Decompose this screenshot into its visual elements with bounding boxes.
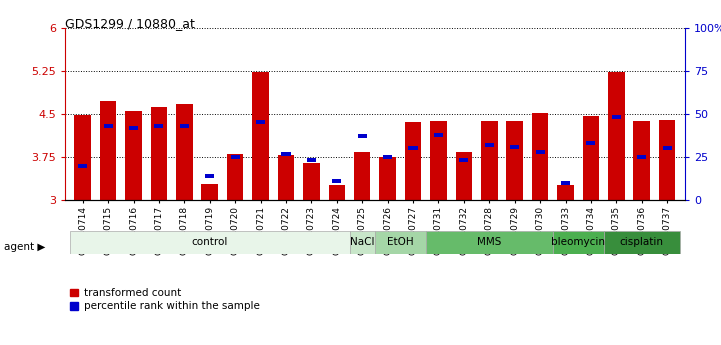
Bar <box>603 231 680 254</box>
Bar <box>409 146 417 150</box>
Bar <box>281 151 291 156</box>
Bar <box>201 184 218 200</box>
Text: cisplatin: cisplatin <box>620 237 664 247</box>
Bar <box>332 179 341 183</box>
Bar <box>154 124 164 128</box>
Text: GDS1299 / 10880_at: GDS1299 / 10880_at <box>65 17 195 30</box>
Bar <box>205 174 214 178</box>
Bar <box>659 120 676 200</box>
Bar <box>379 157 396 200</box>
Bar <box>350 231 375 254</box>
Bar <box>329 185 345 200</box>
Bar <box>634 121 650 200</box>
Bar <box>637 155 646 159</box>
Bar <box>74 115 91 200</box>
Bar <box>532 113 549 200</box>
Bar <box>404 122 421 200</box>
Bar <box>180 124 189 128</box>
Bar <box>151 107 167 200</box>
Bar <box>231 155 239 159</box>
Bar <box>583 116 599 200</box>
Bar <box>506 121 523 200</box>
Bar <box>358 134 367 138</box>
Text: NaCl: NaCl <box>350 237 374 247</box>
Bar <box>307 158 316 162</box>
Bar <box>663 146 672 150</box>
Bar <box>430 121 447 200</box>
Bar <box>456 152 472 200</box>
Bar <box>557 185 574 200</box>
Bar <box>586 141 596 145</box>
Bar <box>536 150 544 154</box>
Bar <box>78 164 87 168</box>
Bar <box>252 72 269 200</box>
Bar <box>70 231 350 254</box>
Bar <box>434 132 443 137</box>
Text: control: control <box>192 237 228 247</box>
Bar <box>125 111 142 200</box>
Bar <box>227 154 244 200</box>
Bar <box>481 121 497 200</box>
Bar <box>303 163 319 200</box>
Legend: transformed count, percentile rank within the sample: transformed count, percentile rank withi… <box>70 288 260 311</box>
Bar <box>612 115 621 119</box>
Bar <box>176 104 193 200</box>
Bar <box>553 231 603 254</box>
Bar <box>383 155 392 159</box>
Text: bleomycin: bleomycin <box>552 237 605 247</box>
Bar <box>510 145 519 149</box>
Bar <box>425 231 553 254</box>
Bar <box>256 120 265 125</box>
Bar <box>459 158 469 162</box>
Bar <box>354 152 371 200</box>
Text: MMS: MMS <box>477 237 502 247</box>
Bar <box>129 126 138 130</box>
Bar <box>485 143 494 147</box>
Bar <box>99 101 116 200</box>
Bar <box>561 181 570 185</box>
Bar <box>608 72 624 200</box>
Bar <box>375 231 425 254</box>
Bar <box>104 124 112 128</box>
Text: agent ▶: agent ▶ <box>4 242 45 252</box>
Text: EtOH: EtOH <box>387 237 414 247</box>
Bar <box>278 155 294 200</box>
